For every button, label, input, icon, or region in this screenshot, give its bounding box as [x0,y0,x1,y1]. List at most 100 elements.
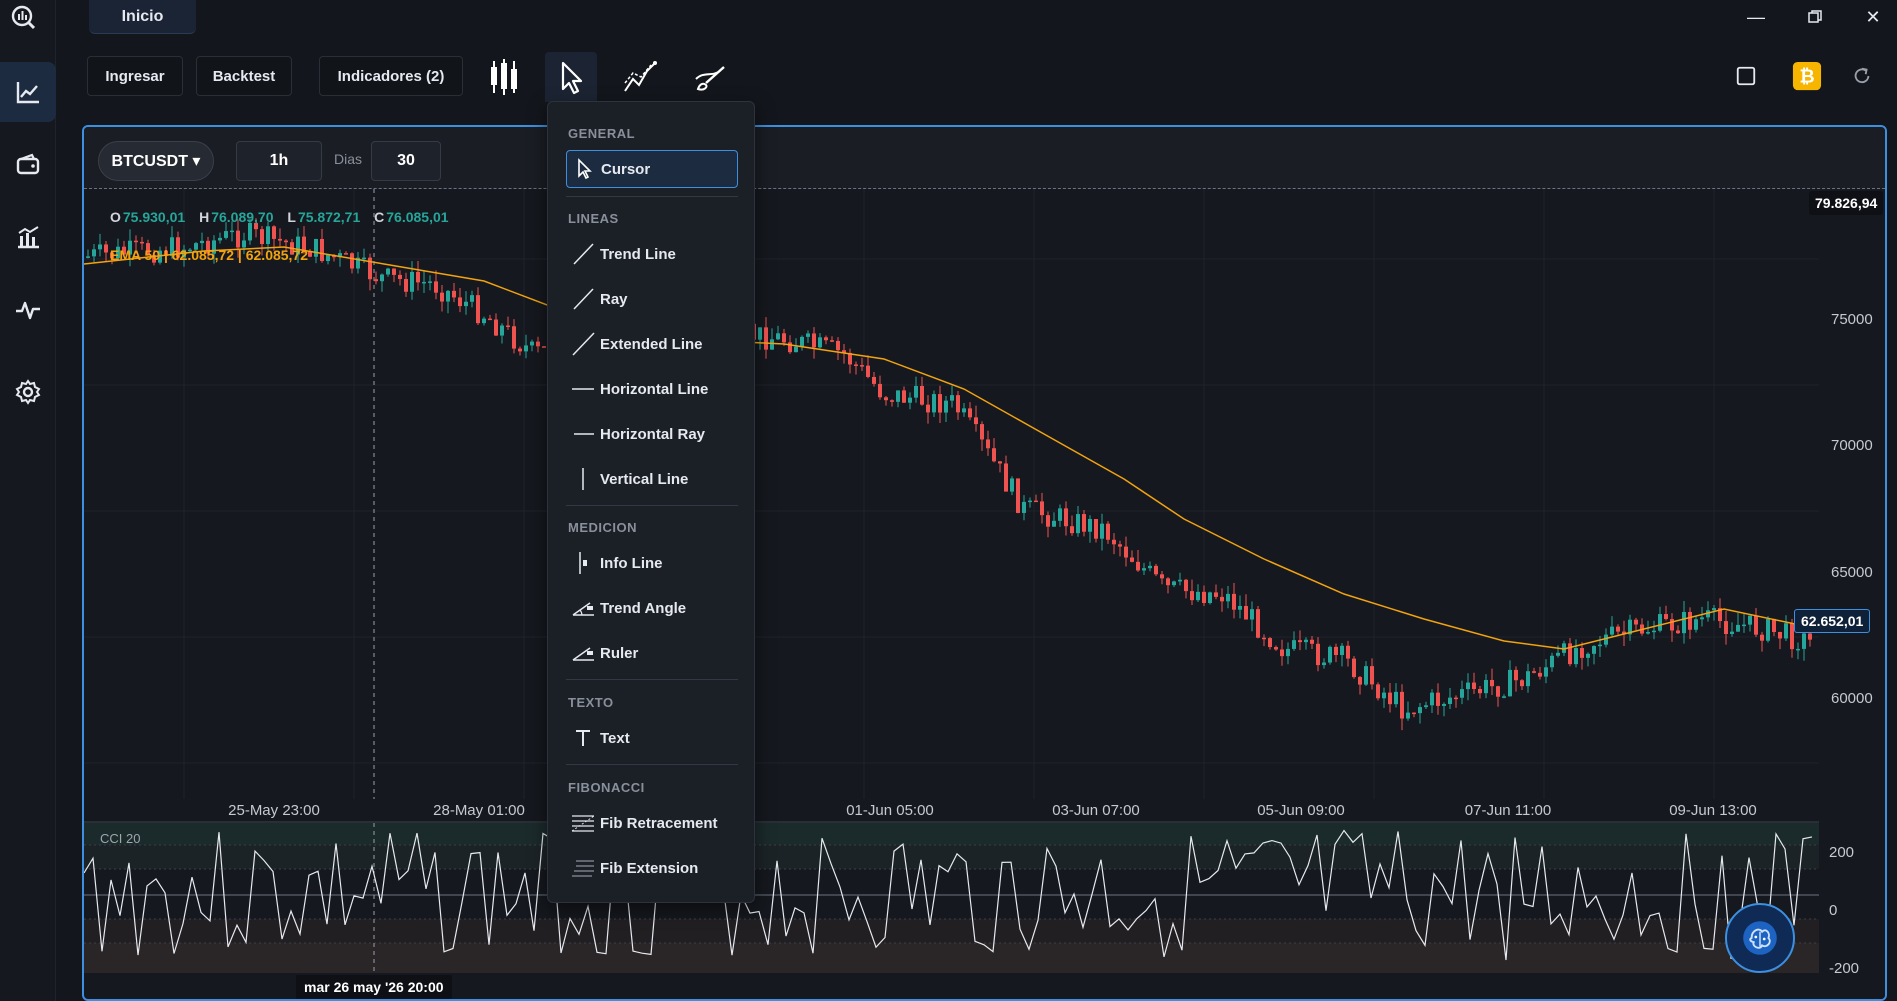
candle-body [92,249,96,257]
candle-body [1610,626,1614,635]
dias-label: Dias [334,151,363,167]
menu-item-horizontal-line[interactable]: Horizontal Line [566,370,738,408]
vertical-line-icon [582,468,584,490]
candle-body [1382,692,1386,699]
restore-icon[interactable] [1795,4,1835,30]
candle-body [1670,619,1674,631]
candle-body [116,246,120,259]
cci-axis-label: 200 [1829,844,1855,861]
candle-body [326,254,330,262]
last-price-tag: 62.652,01 [1794,609,1871,633]
candle-body [1274,647,1278,650]
candle-body [482,318,486,324]
sidebar-item-wallet[interactable] [0,134,56,194]
sidebar-item-settings[interactable] [0,362,56,422]
menu-item-vertical-line[interactable]: Vertical Line [566,460,738,498]
divider [566,196,738,197]
candle-body [836,340,840,351]
menu-item-fib-retracement[interactable]: Fib Retracement [566,804,738,842]
menu-item-info-line[interactable]: Info Line [566,544,738,582]
menu-item-ray[interactable]: Ray [566,280,738,318]
square-icon [1736,66,1756,86]
candle-body [1040,501,1044,516]
trend-lines-icon [624,61,657,92]
candle-body [296,236,300,255]
ingresar-button[interactable]: Ingresar [87,56,183,96]
candle-body [1148,565,1152,569]
indicadores-button[interactable]: Indicadores (2) [319,56,463,96]
menu-item-ruler[interactable]: Ruler [566,634,738,672]
menu-item-extended-line[interactable]: Extended Line [566,325,738,363]
candle-body [380,274,384,282]
candle-body [1784,623,1788,639]
symbol-selector[interactable]: BTCUSDT ▾ [98,141,214,181]
timeframe-input[interactable]: 1h [236,141,322,181]
time-axis-label: 09-Jun 13:00 [1669,802,1757,819]
candle-body [1448,697,1452,704]
candle-body [1370,666,1374,685]
cci-axis-label: 0 [1829,902,1838,919]
price-chart[interactable] [84,189,1819,799]
candle-body [476,295,480,324]
chart-line-icon [16,82,39,104]
section-texto: TEXTO [568,695,614,710]
close-icon[interactable]: ✕ [1865,6,1881,27]
candle-body [938,394,942,413]
candle-body [170,237,174,256]
candle-body [1460,689,1464,698]
candle-body [512,326,516,349]
price-axis-label: 75000 [1831,311,1873,328]
menu-item-trend-line[interactable]: Trend Line [566,235,738,273]
ohlc-low: 75.872,71 [297,209,361,225]
horizontal-line-icon [572,388,594,390]
candle-body [914,386,918,398]
tab-inicio[interactable]: Inicio [89,0,196,34]
backtest-button[interactable]: Backtest [196,56,292,96]
candle-body [524,345,528,352]
candle-body [374,279,378,282]
ohlc-open-key: O [110,209,121,225]
candle-body [1112,539,1116,545]
candle-body [212,240,216,254]
brush-tool-button[interactable] [684,52,736,102]
candle-body [1160,574,1164,579]
sidebar-item-analytics[interactable] [0,207,56,267]
menu-item-horizontal-ray[interactable]: Horizontal Ray [566,415,738,453]
candle-body [1424,705,1428,708]
ai-assistant-button[interactable] [1725,903,1795,973]
cci-band [84,823,1819,845]
ema-line [84,246,1819,650]
dias-input[interactable]: 30 [371,141,441,181]
cursor-tool-button[interactable] [545,52,597,102]
cci-panel[interactable]: CCI 20 [84,821,1819,999]
candle-body [1352,658,1356,678]
menu-item-text[interactable]: Text [566,719,738,757]
layout-square-button[interactable] [1728,58,1764,94]
candle-body [1772,618,1776,632]
candle-body [434,281,438,293]
bitcoin-button[interactable]: ₿ [1789,58,1825,94]
candle-body [1622,631,1626,635]
menu-item-fib-extension[interactable]: Fib Extension [566,849,738,887]
candle-body [110,252,114,259]
candle-body [122,246,126,255]
candle-body [1208,592,1212,603]
candle-body [806,333,810,337]
candle-body [848,352,852,365]
menu-item-trend-angle[interactable]: Trend Angle [566,589,738,627]
info-line-icon [579,552,587,574]
drawing-lines-tool-button[interactable] [615,52,667,102]
menu-item-cursor[interactable]: Cursor [566,150,738,188]
candle-body [1310,639,1314,644]
sidebar-item-activity[interactable] [0,280,56,340]
candle-body [362,257,366,260]
menu-item-label: Info Line [600,554,663,572]
candle-body [1058,508,1062,521]
candle-body [1688,611,1692,630]
minimize-icon[interactable]: — [1747,6,1765,27]
refresh-button[interactable] [1844,58,1880,94]
candles-tool-button[interactable] [478,52,530,102]
candle-body [284,240,288,243]
sidebar-item-chart[interactable] [0,62,56,122]
time-axis: 25-May 23:00 28-May 01:00 01-Jun 05:00 0… [84,797,1819,821]
